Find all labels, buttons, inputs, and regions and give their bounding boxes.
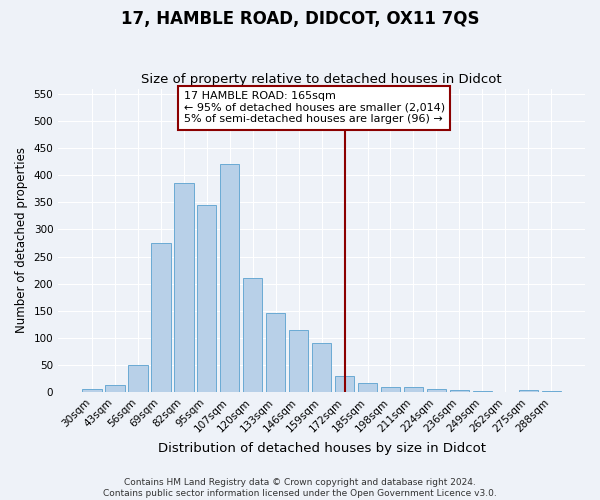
Text: 17, HAMBLE ROAD, DIDCOT, OX11 7QS: 17, HAMBLE ROAD, DIDCOT, OX11 7QS — [121, 10, 479, 28]
Bar — [197, 205, 217, 392]
Text: Contains HM Land Registry data © Crown copyright and database right 2024.
Contai: Contains HM Land Registry data © Crown c… — [103, 478, 497, 498]
Bar — [174, 184, 194, 392]
Bar — [404, 386, 423, 392]
Y-axis label: Number of detached properties: Number of detached properties — [15, 148, 28, 334]
Bar — [381, 386, 400, 392]
Bar — [128, 365, 148, 392]
Bar — [243, 278, 262, 392]
Bar — [105, 386, 125, 392]
Text: 17 HAMBLE ROAD: 165sqm
← 95% of detached houses are smaller (2,014)
5% of semi-d: 17 HAMBLE ROAD: 165sqm ← 95% of detached… — [184, 92, 445, 124]
Bar — [289, 330, 308, 392]
Bar — [82, 389, 101, 392]
Bar — [358, 382, 377, 392]
Bar — [449, 390, 469, 392]
Bar — [266, 314, 286, 392]
X-axis label: Distribution of detached houses by size in Didcot: Distribution of detached houses by size … — [158, 442, 485, 455]
Bar — [427, 389, 446, 392]
Bar — [151, 243, 170, 392]
Title: Size of property relative to detached houses in Didcot: Size of property relative to detached ho… — [141, 73, 502, 86]
Bar — [518, 390, 538, 392]
Bar — [220, 164, 239, 392]
Bar — [312, 343, 331, 392]
Bar — [335, 376, 355, 392]
